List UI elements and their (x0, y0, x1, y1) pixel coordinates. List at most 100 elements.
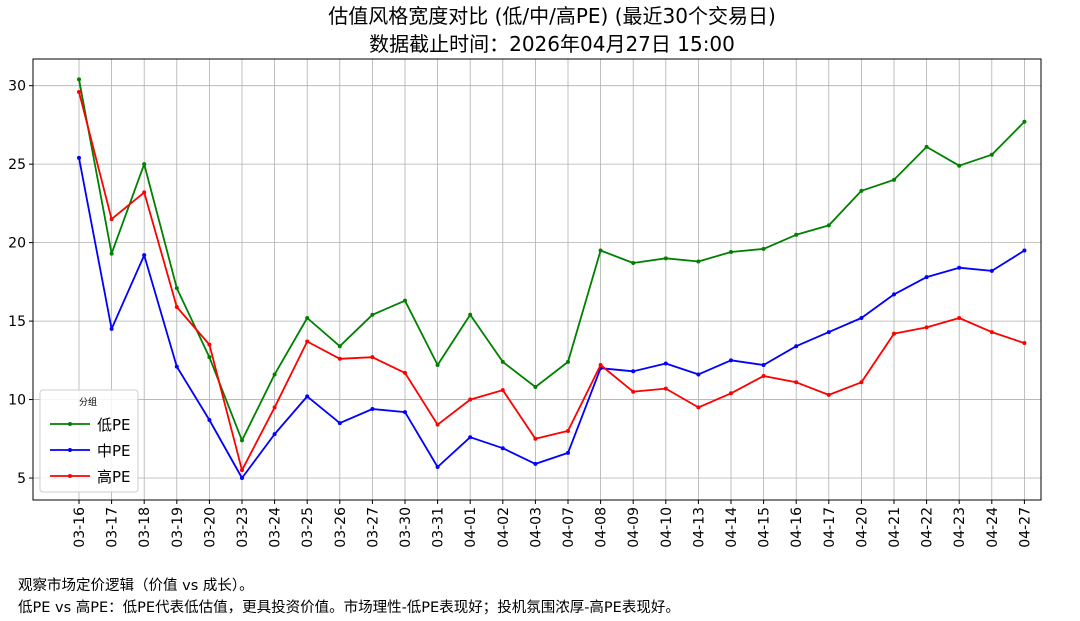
data-point (337, 421, 342, 426)
x-tick-label: 03-31 (431, 507, 447, 548)
data-point (468, 312, 473, 317)
data-point (566, 450, 570, 455)
x-tick-label: 03-30 (398, 507, 414, 548)
data-point (663, 386, 668, 391)
legend-swatch-marker (68, 422, 72, 426)
data-point (989, 330, 994, 335)
series-lines (77, 77, 1027, 481)
legend-box (39, 389, 139, 493)
legend-label: 中PE (97, 442, 131, 460)
x-tick-label: 04-27 (1017, 507, 1033, 548)
data-point (468, 435, 473, 440)
data-point (794, 380, 799, 385)
series-line-0 (78, 79, 1026, 442)
y-tick-label: 20 (8, 236, 26, 252)
data-point (533, 385, 538, 390)
data-point (77, 77, 81, 82)
data-point (142, 253, 147, 258)
x-tick-label: 04-15 (757, 507, 773, 548)
data-point (696, 372, 701, 377)
data-point (272, 372, 277, 377)
data-point (174, 364, 179, 369)
data-point (305, 394, 310, 399)
data-point (957, 315, 962, 320)
data-point (468, 397, 473, 402)
data-point (631, 261, 636, 266)
x-tick-label: 04-03 (528, 507, 544, 548)
data-point (370, 355, 375, 360)
data-point (859, 380, 864, 385)
data-point (696, 259, 701, 264)
data-point (240, 438, 244, 443)
data-point (142, 190, 147, 195)
note-line-1: 观察市场定价逻辑（价值 vs 成长）。 (18, 578, 254, 594)
x-tick-label: 03-25 (300, 507, 316, 548)
data-point (109, 217, 114, 222)
data-point (696, 405, 701, 410)
data-point (533, 436, 538, 441)
legend-swatch-marker (68, 448, 72, 452)
y-tick-label: 5 (17, 471, 26, 487)
data-point (957, 265, 962, 270)
x-tick-label: 04-23 (952, 507, 968, 548)
data-point (240, 476, 244, 481)
x-tick-label: 04-24 (985, 507, 1001, 548)
x-tick-label: 04-21 (887, 507, 903, 548)
data-point (174, 286, 179, 291)
data-point (631, 389, 636, 394)
data-point (109, 251, 114, 256)
data-point (794, 232, 799, 237)
data-point (761, 374, 766, 379)
y-tick-label: 10 (8, 393, 26, 409)
data-point (1022, 248, 1027, 253)
data-point (566, 428, 570, 433)
grid (33, 59, 1041, 500)
x-tick-label: 03-18 (137, 507, 153, 548)
data-point (500, 359, 505, 364)
data-point (272, 405, 277, 410)
data-point (729, 250, 733, 255)
data-point (989, 268, 994, 273)
data-point (207, 417, 212, 422)
x-tick-label: 04-17 (822, 507, 838, 548)
data-point (435, 363, 440, 368)
data-point (924, 275, 929, 280)
data-point (663, 256, 668, 261)
data-point (566, 359, 570, 364)
data-point (174, 304, 179, 309)
data-point (77, 155, 81, 160)
x-tick-label: 03-19 (170, 507, 186, 548)
data-point (435, 465, 440, 470)
x-tick-label: 03-16 (72, 507, 88, 548)
x-tick-label: 04-01 (463, 507, 479, 548)
data-point (859, 315, 864, 320)
legend-label: 低PE (97, 416, 131, 434)
data-point (924, 325, 929, 330)
data-point (500, 446, 505, 451)
data-point (403, 410, 407, 415)
x-tick-label: 03-17 (105, 507, 121, 548)
data-point (826, 330, 831, 335)
series-line-1 (78, 157, 1025, 479)
x-tick-label: 03-27 (365, 507, 381, 548)
x-tick-label: 04-16 (789, 507, 805, 548)
x-tick-label: 04-02 (496, 507, 512, 548)
x-tick-label: 04-07 (561, 507, 577, 548)
x-tick-label: 04-20 (854, 507, 870, 548)
legend-title: 分组 (79, 396, 97, 408)
x-tick-label: 03-24 (268, 507, 284, 548)
series-line-2 (78, 91, 1025, 472)
y-tick-label: 15 (8, 314, 26, 330)
data-point (761, 363, 766, 368)
legend-swatch-marker (68, 474, 72, 478)
data-point (1022, 119, 1027, 124)
data-point (403, 370, 407, 375)
legend-label: 高PE (97, 468, 131, 486)
x-tick-label: 04-08 (594, 507, 610, 548)
data-point (892, 177, 896, 182)
data-point (435, 422, 440, 427)
chart-title-line1: 估值风格宽度对比 (低/中/高PE) (最近30个交易日) (328, 4, 776, 28)
data-point (598, 363, 603, 368)
chart-title-line2: 数据截止时间：2026年04月27日 15:00 (369, 32, 735, 56)
